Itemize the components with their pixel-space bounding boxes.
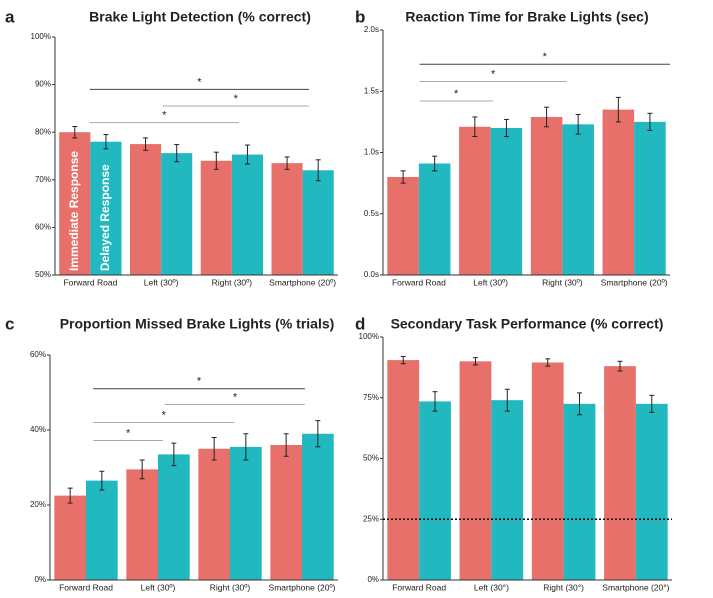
- y-tick-label: 0%: [367, 575, 379, 584]
- bar: [635, 403, 668, 580]
- y-tick-label: 70%: [35, 175, 51, 184]
- bar: [302, 433, 334, 580]
- x-tick-label: Right (30º): [210, 582, 251, 592]
- y-tick-label: 0.5s: [364, 209, 379, 218]
- y-tick-label: 0%: [34, 575, 46, 584]
- legend-label: Delayed Response: [98, 164, 112, 271]
- panel-letter: c: [5, 314, 14, 333]
- x-tick-label: Smartphone (20°): [602, 582, 669, 592]
- panel-letter: b: [355, 7, 365, 26]
- bar: [198, 448, 230, 580]
- panel-letter: d: [355, 314, 365, 333]
- significance-star: *: [234, 93, 239, 105]
- y-tick-label: 100%: [31, 32, 51, 41]
- bar: [302, 170, 334, 275]
- y-tick-label: 100%: [359, 332, 379, 341]
- chart-title: Reaction Time for Brake Lights (sec): [405, 9, 648, 25]
- y-tick-label: 40%: [30, 425, 46, 434]
- bar: [86, 480, 118, 580]
- x-tick-label: Smartphone (20º): [269, 582, 336, 592]
- bar: [158, 454, 190, 580]
- bar: [604, 366, 636, 580]
- significance-star: *: [233, 391, 238, 403]
- y-tick-label: 1.5s: [364, 86, 379, 95]
- bar: [418, 163, 451, 275]
- bar: [459, 126, 491, 276]
- x-tick-label: Smartphone (20º): [601, 277, 668, 287]
- bar: [54, 495, 86, 580]
- bar: [531, 362, 564, 580]
- x-tick-label: Smartphone (20º): [269, 277, 336, 287]
- legend-label: Immediate Response: [67, 151, 81, 271]
- bar: [490, 128, 523, 275]
- y-tick-label: 2.0s: [364, 25, 379, 34]
- y-tick-label: 80%: [35, 127, 51, 136]
- chart-title: Brake Light Detection (% correct): [89, 9, 311, 25]
- x-tick-label: Right (30º): [542, 277, 583, 287]
- x-tick-label: Left (30º): [144, 277, 179, 287]
- bar: [200, 160, 232, 275]
- chart-title: Secondary Task Performance (% correct): [391, 316, 664, 332]
- significance-star: *: [543, 51, 548, 63]
- bar: [387, 177, 419, 275]
- bar: [459, 361, 492, 580]
- y-tick-label: 50%: [35, 270, 51, 279]
- bar: [161, 153, 193, 275]
- bar: [387, 360, 420, 580]
- bar: [270, 445, 302, 580]
- bar: [419, 401, 451, 580]
- bar: [602, 109, 635, 275]
- y-tick-label: 50%: [363, 454, 379, 463]
- significance-star: *: [197, 76, 202, 88]
- bar: [90, 141, 122, 275]
- x-tick-label: Forward Road: [392, 582, 446, 592]
- bar: [563, 403, 596, 580]
- bar: [231, 154, 264, 275]
- bar: [530, 116, 563, 275]
- x-tick-label: Left (30º): [473, 277, 508, 287]
- y-tick-label: 25%: [363, 514, 379, 523]
- x-tick-label: Forward Road: [63, 277, 117, 287]
- significance-star: *: [162, 409, 167, 421]
- bar: [634, 121, 666, 275]
- significance-star: *: [454, 88, 459, 100]
- y-tick-label: 75%: [363, 393, 379, 402]
- bar: [562, 124, 594, 275]
- bar: [129, 144, 162, 275]
- chart-title: Proportion Missed Brake Lights (% trials…: [60, 316, 335, 332]
- y-tick-label: 90%: [35, 80, 51, 89]
- x-tick-label: Right (30°): [543, 582, 584, 592]
- x-tick-label: Forward Road: [59, 582, 113, 592]
- significance-star: *: [491, 68, 496, 80]
- y-tick-label: 60%: [30, 350, 46, 359]
- significance-star: *: [197, 376, 202, 388]
- significance-star: *: [162, 110, 167, 122]
- bar: [491, 400, 524, 580]
- y-tick-label: 1.0s: [364, 148, 379, 157]
- x-tick-label: Right (30º): [212, 277, 253, 287]
- y-tick-label: 0.0s: [364, 270, 379, 279]
- x-tick-label: Forward Road: [392, 277, 446, 287]
- x-tick-label: Left (30º): [141, 582, 176, 592]
- bar: [230, 446, 262, 580]
- bar: [59, 132, 91, 275]
- bar: [271, 163, 303, 275]
- y-tick-label: 20%: [30, 500, 46, 509]
- significance-star: *: [126, 427, 131, 439]
- x-tick-label: Left (30°): [474, 582, 509, 592]
- panel-letter: a: [5, 7, 15, 26]
- y-tick-label: 60%: [35, 223, 51, 232]
- bar: [126, 469, 158, 580]
